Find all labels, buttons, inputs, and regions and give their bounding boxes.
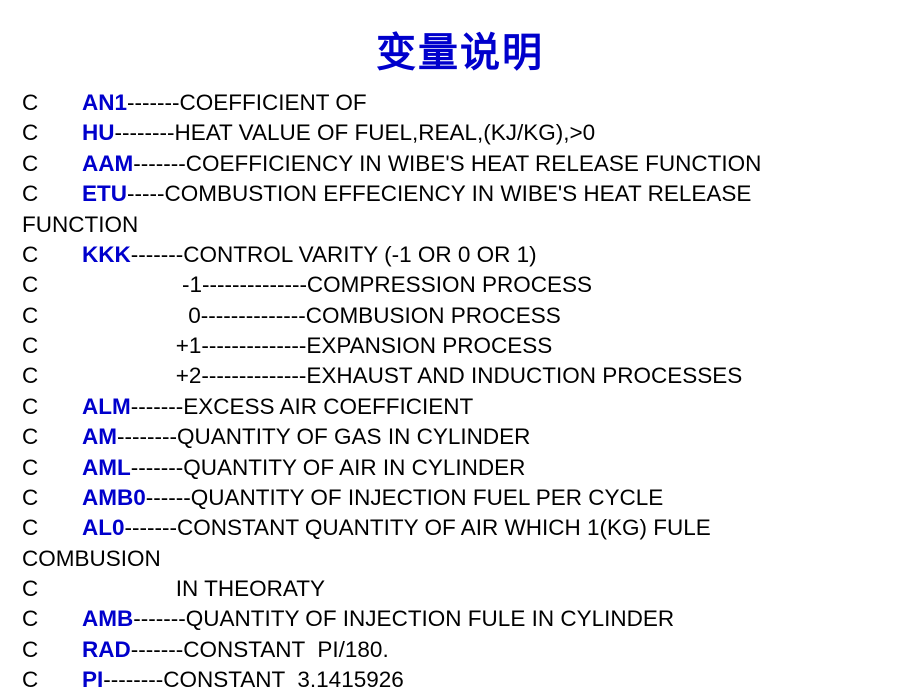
line-prefix: COMBUSION bbox=[22, 546, 161, 571]
line-prefix: C bbox=[22, 667, 82, 690]
code-line: C AAM-------COEFFICIENCY IN WIBE'S HEAT … bbox=[22, 149, 898, 179]
line-description: -------CONTROL VARITY (-1 OR 0 OR 1) bbox=[131, 242, 537, 267]
code-line: C RAD-------CONSTANT PI/180. bbox=[22, 635, 898, 665]
code-line: C +1--------------EXPANSION PROCESS bbox=[22, 331, 898, 361]
line-description: -------COEFFICIENCY IN WIBE'S HEAT RELEA… bbox=[133, 151, 761, 176]
code-line: FUNCTION bbox=[22, 210, 898, 240]
line-prefix: C bbox=[22, 120, 82, 145]
code-line: C HU--------HEAT VALUE OF FUEL,REAL,(KJ/… bbox=[22, 118, 898, 148]
line-description: --------CONSTANT 3.1415926 bbox=[103, 667, 403, 690]
document-page: 变量说明 C AN1-------COEFFICIENT OFC HU-----… bbox=[0, 0, 920, 690]
line-prefix: C bbox=[22, 151, 82, 176]
line-prefix: C bbox=[22, 606, 82, 631]
variable-list: C AN1-------COEFFICIENT OFC HU--------HE… bbox=[22, 88, 898, 690]
line-prefix: C +1--------------EXPANSION PROCESS bbox=[22, 333, 552, 358]
variable-keyword: RAD bbox=[82, 637, 131, 662]
page-title: 变量说明 bbox=[22, 20, 898, 78]
line-description: --------HEAT VALUE OF FUEL,REAL,(KJ/KG),… bbox=[115, 120, 596, 145]
line-prefix: C bbox=[22, 242, 82, 267]
code-line: C ALM-------EXCESS AIR COEFFICIENT bbox=[22, 392, 898, 422]
line-description: -------COEFFICIENT OF bbox=[127, 90, 367, 115]
variable-keyword: AAM bbox=[82, 151, 133, 176]
variable-keyword: AM bbox=[82, 424, 117, 449]
line-description: -------QUANTITY OF INJECTION FULE IN CYL… bbox=[133, 606, 674, 631]
variable-keyword: PI bbox=[82, 667, 103, 690]
variable-keyword: AML bbox=[82, 455, 131, 480]
line-description: -----COMBUSTION EFFECIENCY IN WIBE'S HEA… bbox=[127, 181, 751, 206]
line-prefix: C bbox=[22, 515, 82, 540]
code-line: C AN1-------COEFFICIENT OF bbox=[22, 88, 898, 118]
line-prefix: C +2--------------EXHAUST AND INDUCTION … bbox=[22, 363, 742, 388]
code-line: C IN THEORATY bbox=[22, 574, 898, 604]
line-description: -------QUANTITY OF AIR IN CYLINDER bbox=[131, 455, 526, 480]
code-line: C ETU-----COMBUSTION EFFECIENCY IN WIBE'… bbox=[22, 179, 898, 209]
code-line: C PI--------CONSTANT 3.1415926 bbox=[22, 665, 898, 690]
line-prefix: C bbox=[22, 424, 82, 449]
code-line: C AML-------QUANTITY OF AIR IN CYLINDER bbox=[22, 453, 898, 483]
variable-keyword: AMB bbox=[82, 606, 133, 631]
line-description: -------CONSTANT QUANTITY OF AIR WHICH 1(… bbox=[125, 515, 711, 540]
line-description: --------QUANTITY OF GAS IN CYLINDER bbox=[117, 424, 530, 449]
code-line: C KKK-------CONTROL VARITY (-1 OR 0 OR 1… bbox=[22, 240, 898, 270]
variable-keyword: HU bbox=[82, 120, 115, 145]
code-line: C AMB-------QUANTITY OF INJECTION FULE I… bbox=[22, 604, 898, 634]
line-prefix: C bbox=[22, 485, 82, 510]
code-line: C AMB0------QUANTITY OF INJECTION FUEL P… bbox=[22, 483, 898, 513]
code-line: C AL0-------CONSTANT QUANTITY OF AIR WHI… bbox=[22, 513, 898, 543]
line-prefix: C -1--------------COMPRESSION PROCESS bbox=[22, 272, 592, 297]
line-description: -------CONSTANT PI/180. bbox=[131, 637, 389, 662]
code-line: C AM--------QUANTITY OF GAS IN CYLINDER bbox=[22, 422, 898, 452]
line-prefix: C 0--------------COMBUSION PROCESS bbox=[22, 303, 561, 328]
line-prefix: C bbox=[22, 394, 82, 419]
code-line: C 0--------------COMBUSION PROCESS bbox=[22, 301, 898, 331]
variable-keyword: KKK bbox=[82, 242, 131, 267]
line-description: ------QUANTITY OF INJECTION FUEL PER CYC… bbox=[146, 485, 664, 510]
line-prefix: C bbox=[22, 637, 82, 662]
line-prefix: C bbox=[22, 181, 82, 206]
line-prefix: C bbox=[22, 90, 82, 115]
line-prefix: FUNCTION bbox=[22, 212, 138, 237]
code-line: C +2--------------EXHAUST AND INDUCTION … bbox=[22, 361, 898, 391]
variable-keyword: ETU bbox=[82, 181, 127, 206]
variable-keyword: AN1 bbox=[82, 90, 127, 115]
variable-keyword: AMB0 bbox=[82, 485, 146, 510]
code-line: COMBUSION bbox=[22, 544, 898, 574]
variable-keyword: AL0 bbox=[82, 515, 125, 540]
variable-keyword: ALM bbox=[82, 394, 131, 419]
line-prefix: C IN THEORATY bbox=[22, 576, 325, 601]
line-description: -------EXCESS AIR COEFFICIENT bbox=[131, 394, 474, 419]
line-prefix: C bbox=[22, 455, 82, 480]
code-line: C -1--------------COMPRESSION PROCESS bbox=[22, 270, 898, 300]
